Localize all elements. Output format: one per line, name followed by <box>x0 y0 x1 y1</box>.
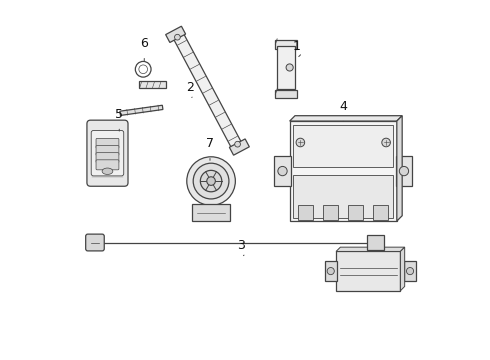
FancyBboxPatch shape <box>293 175 393 217</box>
FancyBboxPatch shape <box>274 156 291 186</box>
FancyBboxPatch shape <box>293 125 393 167</box>
Circle shape <box>174 34 180 40</box>
Text: 3: 3 <box>238 239 245 252</box>
Circle shape <box>407 267 414 275</box>
Circle shape <box>193 163 229 199</box>
Text: 4: 4 <box>339 100 347 113</box>
FancyBboxPatch shape <box>96 138 119 148</box>
Circle shape <box>286 64 293 71</box>
Text: 1: 1 <box>293 40 301 53</box>
FancyBboxPatch shape <box>96 160 119 170</box>
FancyBboxPatch shape <box>325 261 337 281</box>
Polygon shape <box>229 139 249 155</box>
Polygon shape <box>166 26 186 42</box>
Text: 2: 2 <box>186 81 194 94</box>
FancyBboxPatch shape <box>87 120 128 186</box>
FancyBboxPatch shape <box>404 261 416 281</box>
Polygon shape <box>397 116 402 221</box>
Polygon shape <box>277 46 295 89</box>
Circle shape <box>187 157 235 205</box>
FancyBboxPatch shape <box>298 204 313 220</box>
FancyBboxPatch shape <box>86 234 104 251</box>
Circle shape <box>235 141 241 147</box>
Polygon shape <box>275 90 297 98</box>
Polygon shape <box>275 40 297 49</box>
Polygon shape <box>120 105 163 116</box>
Polygon shape <box>290 116 402 121</box>
Circle shape <box>382 138 391 147</box>
Circle shape <box>200 170 222 192</box>
FancyBboxPatch shape <box>336 251 400 291</box>
Text: 5: 5 <box>115 108 123 121</box>
FancyBboxPatch shape <box>367 235 384 250</box>
Ellipse shape <box>102 168 113 175</box>
Circle shape <box>296 138 305 147</box>
Circle shape <box>278 166 287 176</box>
FancyBboxPatch shape <box>96 145 119 156</box>
FancyBboxPatch shape <box>323 204 338 220</box>
FancyBboxPatch shape <box>348 204 363 220</box>
FancyBboxPatch shape <box>91 131 123 176</box>
Polygon shape <box>139 81 166 88</box>
Circle shape <box>207 177 215 185</box>
Polygon shape <box>400 247 405 291</box>
Circle shape <box>399 166 409 176</box>
Circle shape <box>327 267 334 275</box>
Text: 7: 7 <box>206 138 214 150</box>
FancyBboxPatch shape <box>96 153 119 163</box>
Polygon shape <box>171 28 245 153</box>
FancyBboxPatch shape <box>192 203 230 221</box>
FancyBboxPatch shape <box>396 156 412 186</box>
FancyBboxPatch shape <box>290 121 397 221</box>
Polygon shape <box>336 247 405 251</box>
FancyBboxPatch shape <box>373 204 388 220</box>
Text: 6: 6 <box>140 37 148 50</box>
